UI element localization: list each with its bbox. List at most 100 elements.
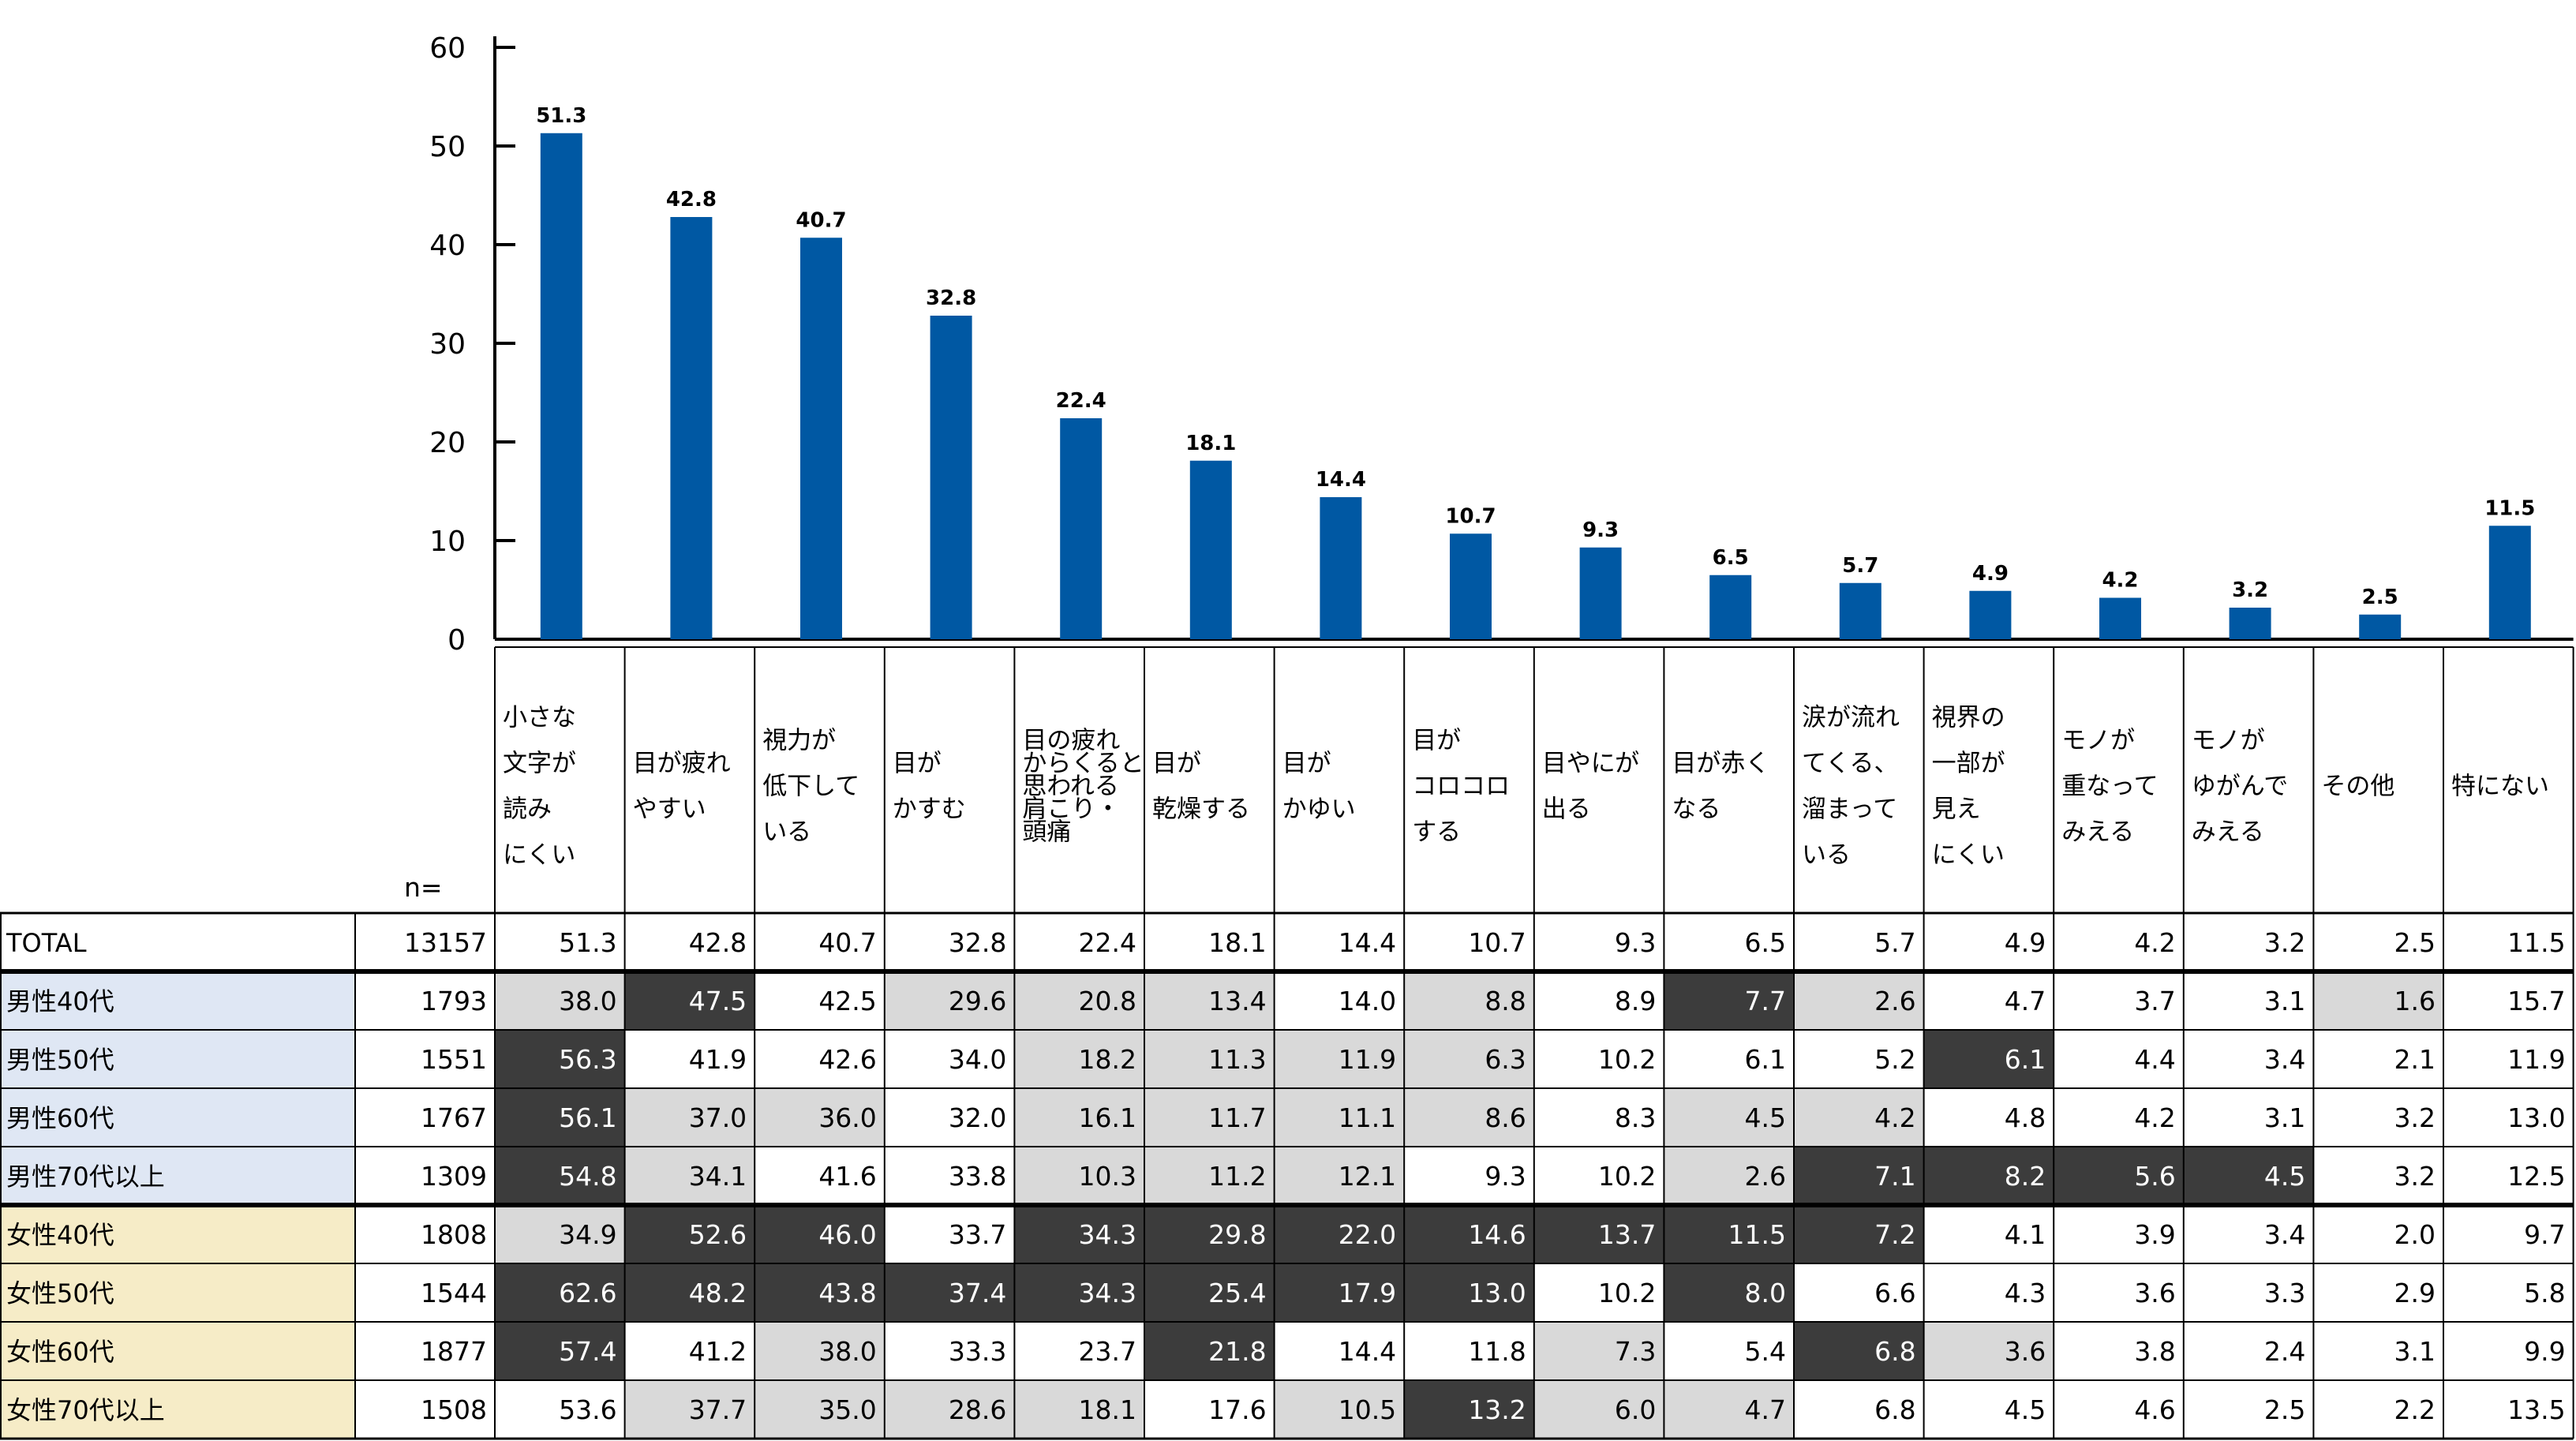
cell-shade [754, 1380, 885, 1439]
category-label-line: 視力が [762, 727, 836, 755]
table-cell-value: 4.7 [1745, 1394, 1786, 1425]
table-cell-value: 2.5 [2264, 1394, 2305, 1425]
cell-shade [1404, 1030, 1534, 1088]
cell-shade [1404, 1263, 1534, 1322]
bar-data-label: 3.2 [2232, 578, 2268, 602]
y-tick-label: 50 [429, 131, 466, 163]
table-cell-value: 37.0 [689, 1102, 747, 1133]
table-cell-value: 2.0 [2394, 1219, 2436, 1250]
category-label-line: 小さな [503, 704, 576, 732]
cell-shade [495, 1263, 625, 1322]
cell-shade [1794, 1088, 1924, 1147]
table-cell-value: 42.8 [689, 927, 747, 958]
table-cell-value: 6.6 [1874, 1278, 1915, 1308]
table-cell-value: 21.8 [1208, 1336, 1266, 1367]
bar-data-label: 10.7 [1445, 504, 1496, 528]
table-cell-value: 11.9 [1339, 1044, 1396, 1075]
category-label-line: 重なって [2061, 773, 2158, 801]
category-label-line: 目が [1152, 750, 1201, 778]
cell-shade [1144, 1147, 1275, 1205]
table-cell-value: 34.1 [689, 1161, 747, 1192]
cell-shade [1404, 1088, 1534, 1147]
cell-shade [1274, 1205, 1405, 1263]
category-label-line: 目が [1412, 727, 1461, 755]
table-cell-value: 10.3 [1079, 1161, 1136, 1192]
cell-shade [495, 1088, 625, 1147]
row-n: 13157 [404, 927, 487, 958]
y-tick-label: 30 [429, 328, 466, 361]
table-cell-value: 10.5 [1339, 1394, 1396, 1425]
table-cell-value: 15.7 [2507, 986, 2565, 1016]
bars: 51.3 42.8 40.7 32.8 22.4 18.1 14.4 10.7 9.3 6.5 5.… [536, 104, 2535, 639]
bar [1060, 418, 1103, 639]
cell-shade [495, 1147, 625, 1205]
category-label-line: いる [1802, 841, 1851, 870]
bar-data-label: 6.5 [1713, 546, 1749, 570]
table-cell-value: 11.2 [1208, 1161, 1266, 1192]
row-label: 男性60代 [6, 1103, 114, 1133]
category-label: 目が疲れやすい [633, 750, 731, 824]
row-label: 女性40代 [6, 1220, 114, 1250]
table-cell-value: 5.8 [2524, 1278, 2565, 1308]
table-cell-value: 6.3 [1485, 1044, 1526, 1075]
table-cell-value: 3.1 [2394, 1336, 2436, 1367]
y-axis: 0 10 20 30 40 50 60 [429, 32, 2574, 657]
table-cell-value: 13.0 [1468, 1278, 1526, 1308]
y-tick-label: 20 [429, 427, 466, 459]
category-label-line: モノが [2192, 727, 2265, 755]
table-cell-value: 13.5 [2507, 1394, 2565, 1425]
table-cell-value: 18.1 [1079, 1394, 1136, 1425]
cell-shade [624, 1205, 755, 1263]
table-cell-value: 2.9 [2394, 1278, 2436, 1308]
table-cell-value: 46.0 [818, 1219, 876, 1250]
cell-shade [495, 971, 625, 1030]
cell-shade [754, 1263, 885, 1322]
cell-shade [754, 1322, 885, 1380]
table-cell-value: 3.2 [2394, 1102, 2436, 1133]
cell-shade [884, 1263, 1015, 1322]
table-cell-value: 18.2 [1079, 1044, 1136, 1075]
table-cell-value: 3.4 [2264, 1044, 2305, 1075]
table-cell-value: 4.5 [2005, 1394, 2046, 1425]
category-label-line: 目やにが [1542, 750, 1639, 778]
bar [540, 133, 582, 639]
row-label-bg [0, 971, 355, 1030]
cell-shade [1274, 1088, 1405, 1147]
category-label-line: 思われる [1022, 773, 1118, 801]
table-cell-value: 2.6 [1745, 1161, 1786, 1192]
bar [2488, 526, 2531, 639]
table-text: 小さな文字が読みにくい目が疲れやすい視力が低下している目がかすむ目の疲れからくる… [6, 704, 2566, 1426]
cell-shade [1664, 1205, 1794, 1263]
bar [1320, 497, 1362, 639]
row-label: 男性40代 [6, 986, 114, 1016]
cell-shade [1923, 1147, 2054, 1205]
table-grid-lines [0, 646, 2574, 1440]
category-label-line: コロコロ [1412, 773, 1510, 801]
table-cell-value: 37.7 [689, 1394, 747, 1425]
table-cell-value: 33.8 [949, 1161, 1006, 1192]
category-label-line: 見え [1932, 795, 1981, 824]
cell-shade [1144, 1322, 1275, 1380]
table-cell-value: 9.3 [1485, 1161, 1526, 1192]
category-label-line: する [1412, 818, 1461, 847]
cell-shade [754, 1205, 885, 1263]
row-label-bg [0, 1263, 355, 1322]
table-cell-value: 13.0 [2507, 1102, 2565, 1133]
cell-shade [1794, 971, 1924, 1030]
bar-data-label: 51.3 [536, 104, 586, 128]
table-cell-value: 5.7 [1874, 927, 1915, 958]
table-cell-value: 13.4 [1208, 986, 1266, 1016]
bar-data-label: 11.5 [2484, 496, 2535, 520]
cell-shade [495, 1205, 625, 1263]
cell-shade [624, 1263, 755, 1322]
table-cell-value: 4.8 [2005, 1102, 2046, 1133]
table-cell-value: 5.4 [1745, 1336, 1786, 1367]
row-label-bg [0, 1322, 355, 1380]
category-label-line: その他 [2321, 773, 2394, 801]
category-label-line: からくると [1022, 750, 1144, 778]
table-cell-value: 35.0 [818, 1394, 876, 1425]
category-label-line: 目が疲れ [633, 750, 731, 778]
table-cell-value: 1.6 [2394, 986, 2436, 1016]
table-cell-value: 5.2 [1874, 1044, 1915, 1075]
bar-data-label: 32.8 [926, 286, 976, 310]
